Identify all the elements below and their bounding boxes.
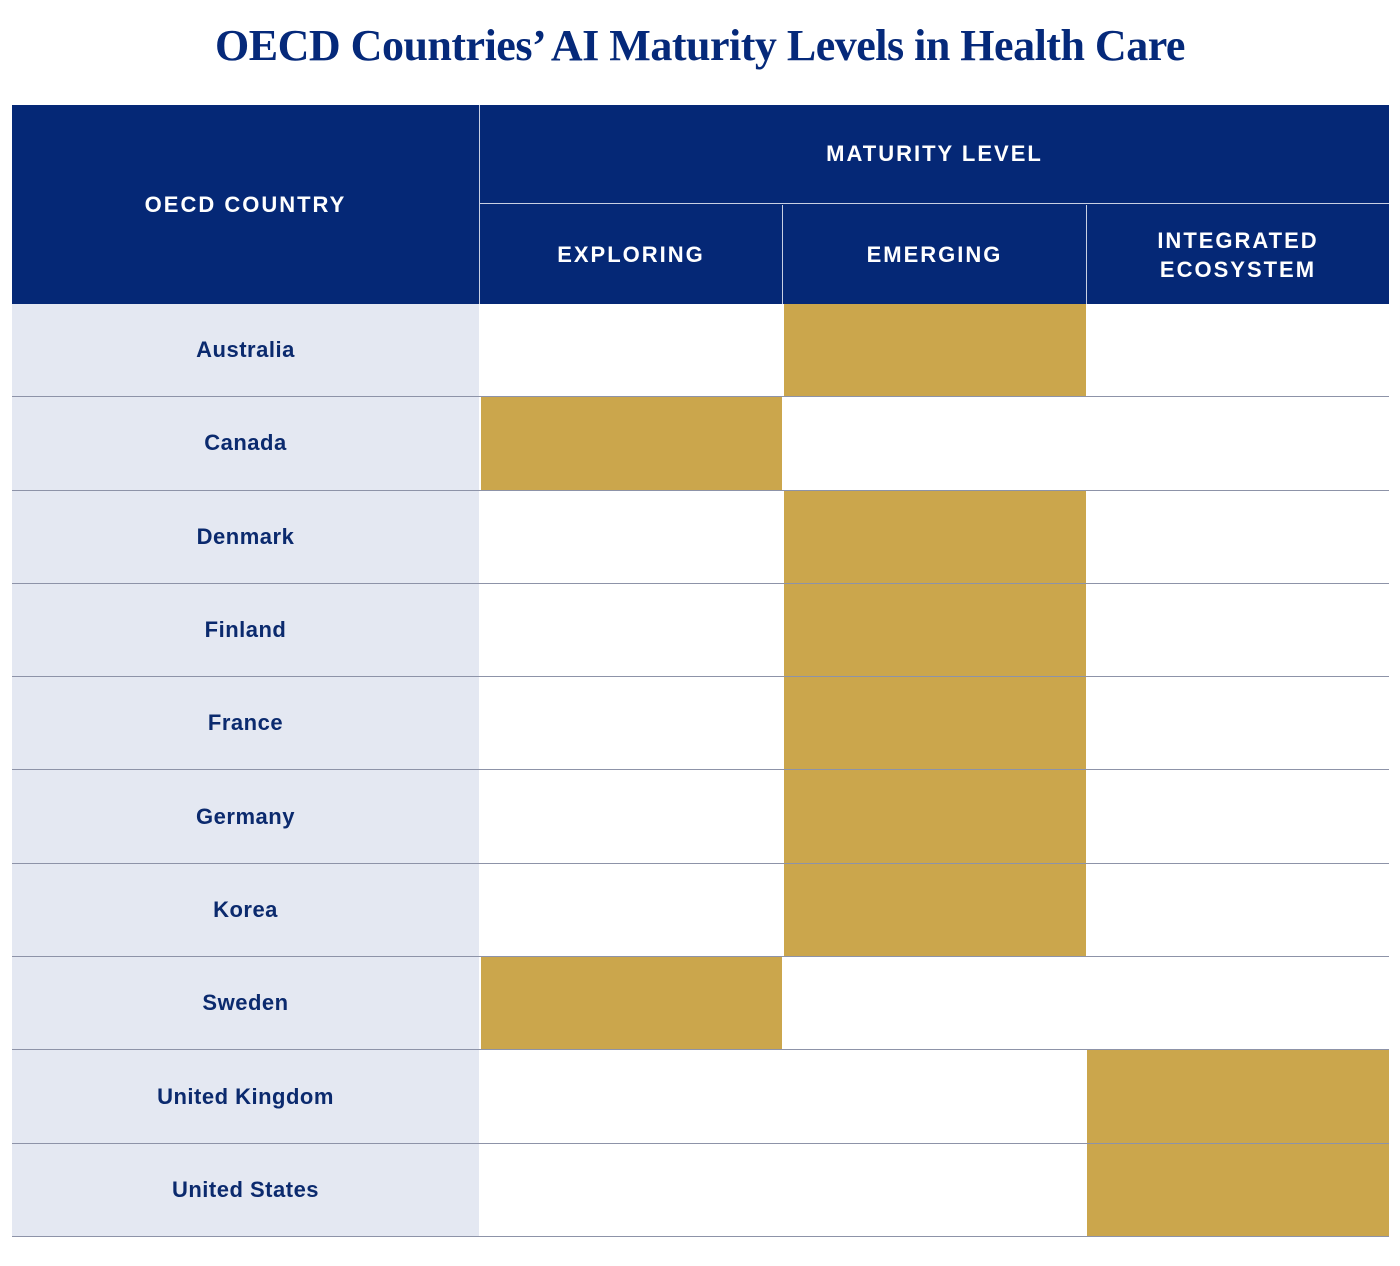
maturity-marker-cell <box>784 583 1086 677</box>
empty-level-cell <box>481 770 782 863</box>
empty-level-cell <box>784 1143 1086 1236</box>
header-divider <box>1086 205 1087 304</box>
table-row: Finland <box>12 583 1389 678</box>
level-header-emerging: EMERGING <box>866 242 1003 267</box>
empty-level-cell <box>784 397 1086 490</box>
maturity-marker-cell <box>1087 1143 1389 1236</box>
maturity-marker-cell <box>784 677 1086 770</box>
country-name: United States <box>12 1143 479 1236</box>
empty-level-cell <box>481 863 782 957</box>
maturity-level-header: MATURITY LEVEL <box>480 105 1389 204</box>
table-row: Canada <box>12 397 1389 491</box>
maturity-marker-cell <box>784 863 1086 957</box>
empty-level-cell <box>1087 490 1389 583</box>
table-row: United Kingdom <box>12 1050 1389 1144</box>
country-name: Denmark <box>12 490 479 583</box>
maturity-marker-cell <box>1087 1050 1389 1143</box>
empty-level-cell <box>1087 863 1389 957</box>
country-name: Finland <box>12 583 479 677</box>
country-column-header: OECD COUNTRY <box>144 191 347 217</box>
country-name: United Kingdom <box>12 1050 479 1143</box>
empty-level-cell <box>481 304 782 397</box>
table-header: OECD COUNTRY MATURITY LEVEL EXPLORING EM… <box>12 105 1389 304</box>
empty-level-cell <box>1087 770 1389 863</box>
maturity-marker-cell <box>784 490 1086 583</box>
empty-level-cell <box>481 1143 782 1236</box>
empty-level-cell <box>1087 677 1389 770</box>
empty-level-cell <box>481 677 782 770</box>
table-row: Denmark <box>12 490 1389 584</box>
empty-level-cell <box>481 490 782 583</box>
table-body: Australia Canada Denmark Finland France Germa… <box>12 304 1389 1237</box>
country-name: Korea <box>12 863 479 957</box>
empty-level-cell <box>1087 304 1389 397</box>
country-name: France <box>12 677 479 770</box>
maturity-marker-cell <box>784 304 1086 397</box>
table-row: Australia <box>12 304 1389 398</box>
empty-level-cell <box>481 1050 782 1143</box>
maturity-marker-cell <box>481 397 782 490</box>
table-row: France <box>12 677 1389 771</box>
maturity-table: OECD COUNTRY MATURITY LEVEL EXPLORING EM… <box>12 105 1389 1237</box>
empty-level-cell <box>481 583 782 677</box>
table-row: United States <box>12 1143 1389 1237</box>
table-row: Sweden <box>12 957 1389 1051</box>
country-name: Sweden <box>12 957 479 1050</box>
header-divider <box>479 105 480 304</box>
empty-level-cell <box>784 1050 1086 1143</box>
country-name: Canada <box>12 397 479 490</box>
level-header-integrated-ecosystem: INTEGRATED ECOSYSTEM <box>1157 227 1319 282</box>
country-name: Germany <box>12 770 479 863</box>
header-divider <box>782 205 783 304</box>
level-header-exploring: EXPLORING <box>557 242 705 267</box>
table-row: Korea <box>12 863 1389 958</box>
page-title: OECD Countries’ AI Maturity Levels in He… <box>215 21 1185 70</box>
empty-level-cell <box>1087 957 1389 1050</box>
empty-level-cell <box>784 957 1086 1050</box>
empty-level-cell <box>1087 583 1389 677</box>
table-row: Germany <box>12 770 1389 864</box>
maturity-marker-cell <box>784 770 1086 863</box>
maturity-marker-cell <box>481 957 782 1050</box>
country-name: Australia <box>12 304 479 397</box>
empty-level-cell <box>1087 397 1389 490</box>
